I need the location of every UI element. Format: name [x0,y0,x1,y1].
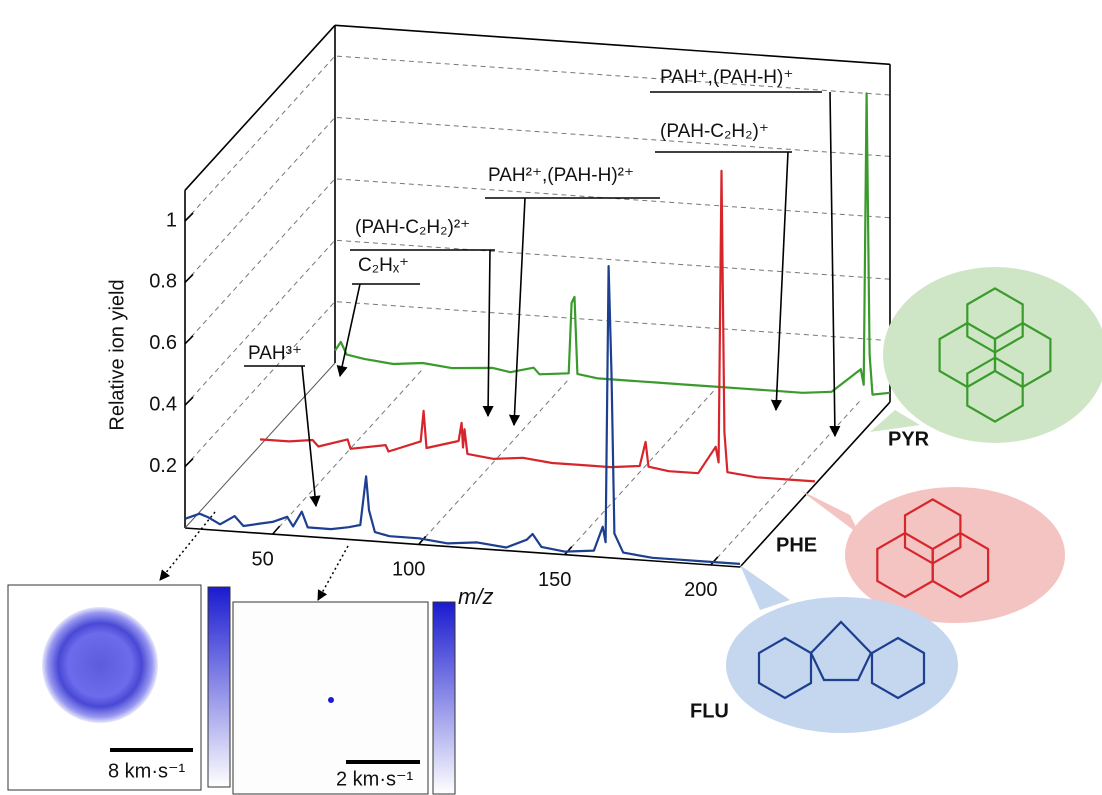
grid-line [184,178,891,345]
x-tick-label: 50 [252,548,274,570]
molecules [757,287,1052,700]
x-axis-label: m/z [458,584,493,609]
grid-line [418,379,570,545]
blob-pointer [740,565,790,610]
grid-line [564,389,716,556]
grid-line [184,55,891,222]
image-ring [42,607,158,723]
axis-edge [334,24,891,66]
axis-edge [739,401,891,568]
ring [809,620,873,682]
y-tick [184,335,194,345]
x-tick-label: 100 [392,559,425,581]
blob [726,597,958,733]
blob [883,267,1102,443]
colorbar [432,601,456,795]
annotation: C₂Hₓ⁺ [358,255,409,276]
inset-pointers [159,511,349,601]
grid-line [710,399,862,566]
y-tick-label: 1 [166,209,177,231]
spectrum-line [334,92,891,396]
scale-label: 2 km·s⁻¹ [336,768,414,790]
grid-line [184,239,891,406]
x-tick [272,525,281,535]
spectrum-line [184,265,741,565]
x-tick-label: 200 [684,579,717,601]
ring [931,531,990,599]
x-axis [184,527,741,568]
grid-line [184,116,891,283]
grid-line [184,301,891,467]
image-dot [328,697,334,703]
legend-label: PYR [888,428,930,450]
y-tick-label: 0.6 [149,332,177,354]
colorbar [207,586,231,788]
annotation: (PAH-C₂H₂)⁺ [660,121,769,142]
annotation: (PAH-C₂H₂)²⁺ [355,217,470,238]
blob [845,487,1065,623]
legend-label: PHE [776,534,817,556]
y-tick-label: 0.4 [149,393,177,415]
y-tick-label: 0.2 [149,455,177,477]
x-tick-label: 150 [538,569,571,591]
legend-label: FLU [690,700,729,722]
annotation: PAH²⁺,(PAH-H)²⁺ [488,165,634,186]
x-tick [418,535,427,545]
spectrum-line [259,169,816,483]
axis-edge [184,24,336,191]
x-tick [710,556,719,566]
blob-pointer [870,410,920,432]
blob-pointer [800,490,860,535]
y-tick-label: 0.8 [149,271,177,293]
ring [966,356,1024,423]
y-axis-label: Relative ion yield [106,279,128,430]
y-tick [184,458,194,468]
ring [966,287,1024,354]
y-tick [184,273,194,283]
y-tick [184,396,194,406]
annotation: PAH⁺,(PAH-H)⁺ [660,67,793,88]
annotation-lines [244,91,841,508]
y-tick [184,212,194,222]
annotation: PAH³⁺ [248,343,302,364]
scale-label: 8 km·s⁻¹ [108,760,186,782]
grid-line [272,368,424,535]
axis-edge [184,362,336,529]
